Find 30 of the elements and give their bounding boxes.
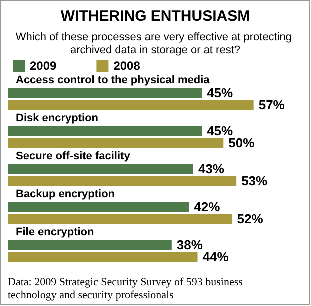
legend-label: 2009	[30, 59, 58, 73]
bar	[8, 100, 254, 110]
chart-subtitle: Which of these processes are very effective at protecting archived data in storage or at rest?	[16, 32, 296, 56]
y-tick-label: Disk encryption	[16, 112, 99, 124]
bar	[8, 176, 237, 186]
data-label: 45%	[207, 124, 234, 138]
bar	[8, 164, 194, 174]
data-label: 45%	[207, 86, 234, 100]
data-label: 50%	[228, 136, 256, 150]
data-label: 42%	[194, 200, 221, 214]
data-label: 43%	[198, 162, 225, 176]
bar	[8, 138, 224, 148]
bar	[8, 88, 202, 98]
data-label: 52%	[237, 212, 264, 226]
y-tick-label: File encryption	[16, 226, 95, 238]
y-tick-label: Access control to the physical media	[16, 74, 211, 86]
legend-label: 2008	[114, 59, 141, 73]
data-label: 38%	[176, 238, 204, 252]
y-tick-label: Backup encryption	[16, 188, 116, 200]
bar	[8, 240, 172, 250]
bar	[8, 214, 232, 224]
text: Data: 2009 Strategic Security Survey of 593 business technology and security professionals	[8, 276, 246, 302]
data-label: 44%	[202, 250, 230, 264]
chart-title: WITHERING ENTHUSIASM	[60, 8, 250, 25]
bar	[8, 126, 202, 136]
y-tick-label: Secure off-site facility	[16, 150, 132, 162]
bar	[8, 252, 198, 262]
data-label: 53%	[242, 174, 268, 188]
data-label: 57%	[258, 98, 286, 112]
bar	[8, 202, 190, 212]
